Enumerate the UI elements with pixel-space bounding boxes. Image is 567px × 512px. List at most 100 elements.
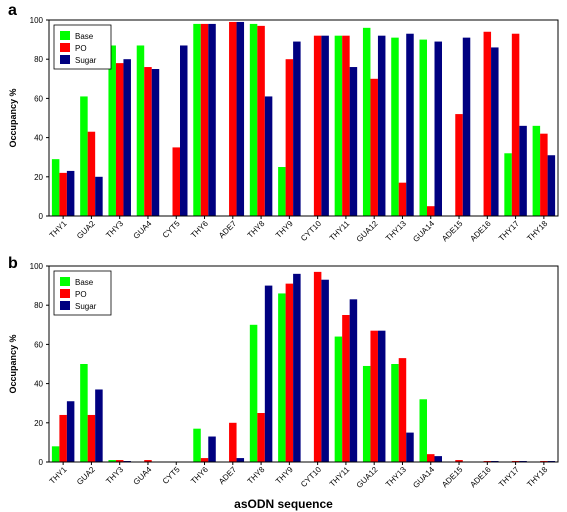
bar-base-gua2 bbox=[80, 364, 88, 462]
x-tick-label: ADE7 bbox=[217, 219, 239, 241]
bar-sugar-thy17 bbox=[519, 125, 527, 216]
bar-sugar-thy11 bbox=[349, 67, 358, 216]
y-tick-label: 100 bbox=[30, 262, 44, 271]
legend: Base PO Sugar bbox=[53, 24, 112, 70]
x-tick-label: THY17 bbox=[497, 465, 521, 489]
bar-base-thy18 bbox=[532, 125, 541, 216]
plot-frame bbox=[48, 19, 559, 217]
bar-sugar-ade16 bbox=[491, 47, 499, 216]
legend-entry: Base bbox=[75, 278, 94, 287]
x-tick-label: THY9 bbox=[274, 465, 295, 486]
bar-base-thy11 bbox=[334, 336, 343, 462]
bar-po-thy6 bbox=[200, 458, 209, 462]
y-tick-label: 40 bbox=[34, 380, 43, 389]
x-tick-label: THY18 bbox=[525, 465, 549, 489]
legend-swatch bbox=[60, 289, 70, 298]
bar-sugar-thy3 bbox=[123, 59, 131, 217]
bar-base-thy13 bbox=[391, 37, 399, 216]
bar-sugar-gua14 bbox=[434, 456, 442, 462]
x-tick-label: THY11 bbox=[328, 219, 352, 243]
bar-sugar-thy8 bbox=[264, 96, 273, 216]
bar-sugar-gua2 bbox=[95, 176, 103, 216]
bar-po-thy3 bbox=[115, 460, 124, 462]
bar-po-thy13 bbox=[398, 182, 407, 216]
bar-base-thy17 bbox=[504, 153, 512, 216]
x-tick-label: GUA2 bbox=[75, 465, 97, 487]
x-tick-label: THY6 bbox=[189, 465, 210, 486]
bar-base-thy9 bbox=[278, 167, 286, 216]
x-tick-label: CYT5 bbox=[161, 465, 182, 486]
y-tick-label: 40 bbox=[34, 134, 43, 143]
x-tick-label: THY1 bbox=[48, 219, 69, 240]
bar-sugar-thy9 bbox=[293, 41, 301, 217]
bar-po-thy11 bbox=[342, 315, 350, 462]
bar-po-thy13 bbox=[398, 358, 407, 462]
bar-po-thy3 bbox=[115, 63, 124, 217]
bar-base-gua2 bbox=[80, 96, 88, 216]
bar-po-gua12 bbox=[370, 330, 378, 462]
bar-sugar-gua12 bbox=[377, 330, 386, 462]
bar-sugar-thy18 bbox=[547, 155, 556, 216]
bar-base-thy1 bbox=[51, 446, 60, 462]
bar-sugar-thy11 bbox=[349, 299, 358, 462]
bar-po-thy17 bbox=[511, 33, 520, 216]
bar-base-thy3 bbox=[108, 460, 116, 462]
bar-po-thy9 bbox=[285, 283, 294, 462]
x-tick-label: THY17 bbox=[497, 219, 521, 243]
bar-sugar-gua4 bbox=[151, 69, 160, 216]
bar-base-thy1 bbox=[51, 159, 60, 216]
legend: Base PO Sugar bbox=[53, 270, 112, 316]
y-tick-label: 60 bbox=[34, 340, 43, 349]
bar-sugar-gua12 bbox=[377, 35, 386, 217]
bar-base-gua4 bbox=[136, 45, 145, 217]
y-tick-label: 20 bbox=[34, 173, 43, 182]
x-tick-label: THY3 bbox=[104, 219, 125, 240]
bar-po-thy8 bbox=[257, 25, 265, 216]
bar-base-gua12 bbox=[362, 27, 371, 217]
bar-po-thy6 bbox=[200, 23, 209, 217]
panel-label: b bbox=[8, 255, 18, 272]
bar-base-gua12 bbox=[362, 365, 371, 462]
x-tick-label: CYT5 bbox=[161, 219, 182, 240]
x-tick-label: THY13 bbox=[384, 465, 408, 489]
legend-entry: PO bbox=[75, 44, 87, 53]
x-tick-label: GUA12 bbox=[355, 465, 380, 490]
bar-base-thy9 bbox=[278, 293, 286, 462]
legend-swatch bbox=[60, 301, 70, 310]
x-tick-label: ADE15 bbox=[440, 219, 465, 244]
bar-po-thy18 bbox=[540, 133, 548, 216]
bar-po-thy9 bbox=[285, 59, 294, 217]
bar-sugar-thy1 bbox=[66, 401, 75, 462]
legend-swatch bbox=[60, 31, 70, 40]
x-tick-label: GUA4 bbox=[132, 219, 154, 241]
bar-po-gua4 bbox=[144, 460, 152, 462]
bar-sugar-thy13 bbox=[406, 33, 414, 216]
x-tick-label: THY9 bbox=[274, 219, 295, 240]
x-tick-label: THY11 bbox=[328, 465, 352, 489]
x-tick-label: THY8 bbox=[246, 465, 267, 486]
y-tick-label: 0 bbox=[39, 458, 44, 467]
y-axis-label: Occupancy % bbox=[8, 334, 18, 393]
bar-po-gua14 bbox=[427, 454, 435, 462]
x-tick-label: GUA4 bbox=[132, 465, 154, 487]
bar-po-ade15 bbox=[455, 114, 463, 216]
bar-po-gua12 bbox=[370, 78, 378, 216]
x-tick-label: GUA12 bbox=[355, 219, 380, 244]
legend-entry: Base bbox=[75, 32, 94, 41]
legend-entry: PO bbox=[75, 290, 87, 299]
bar-sugar-thy8 bbox=[264, 285, 273, 462]
x-tick-label: THY13 bbox=[384, 219, 408, 243]
chart-panel-b: b 0 20 40 60 80 100 Occupancy % THY1 GUA2 THY3 GUA4… bbox=[8, 255, 559, 511]
x-tick-label: GUA2 bbox=[75, 219, 97, 241]
bar-po-ade7 bbox=[229, 21, 237, 217]
x-tick-label: ADE16 bbox=[468, 465, 493, 490]
chart-panel-a: a 0 20 40 60 80 100 Occupancy % THY1 GUA2 THY3 GUA4… bbox=[8, 2, 559, 244]
bar-base-thy11 bbox=[334, 35, 343, 217]
y-tick-label: 100 bbox=[30, 16, 44, 25]
panel-label: a bbox=[8, 2, 17, 19]
x-tick-label: THY3 bbox=[104, 465, 125, 486]
legend-entry: Sugar bbox=[75, 56, 97, 65]
bar-base-thy13 bbox=[391, 364, 399, 462]
y-tick-label: 20 bbox=[34, 419, 43, 428]
